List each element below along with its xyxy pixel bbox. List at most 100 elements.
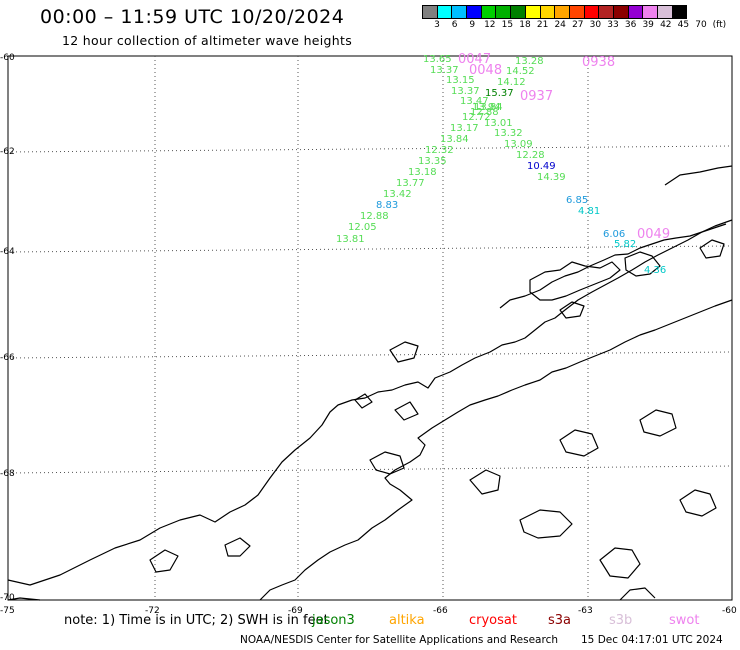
colorbar-label: 3: [434, 20, 440, 30]
measurement: 14.39: [537, 172, 566, 183]
lon-label: -63: [578, 606, 593, 616]
measurement: 12.28: [516, 150, 545, 161]
measurement: 13.81: [336, 234, 365, 245]
lat-label: -62: [0, 147, 15, 157]
island: [559, 301, 585, 319]
map-frame: [7, 55, 733, 601]
lat-label: -66: [0, 353, 15, 363]
lat-label: -70: [0, 593, 15, 603]
measurement: 13.37: [451, 86, 480, 97]
island: [529, 261, 621, 301]
coastline: [7, 165, 733, 601]
legend-satellite-cryosat: cryosat: [469, 613, 517, 628]
lon-label: -66: [433, 606, 448, 616]
measurement: 13.37: [430, 65, 459, 76]
coast-fragment: [7, 597, 41, 601]
footer-credit: NOAA/NESDIS Center for Satellite Applica…: [240, 634, 558, 646]
measurement: 10.49: [527, 161, 556, 172]
measurement: 13.32: [494, 128, 523, 139]
measurement: 13.84: [440, 134, 469, 145]
colorbar-label: 39: [642, 20, 654, 30]
time-tag: 0937: [520, 89, 553, 104]
measurement: 12.88: [360, 211, 389, 222]
colorbar-label: 27: [572, 20, 584, 30]
lon-label: -60: [722, 606, 737, 616]
island: [469, 469, 501, 495]
legend-satellite-s3a: s3a: [548, 613, 572, 628]
legend-satellite-jason3: jason3: [312, 613, 355, 628]
parallel-68: [7, 465, 733, 474]
measurement: 12.32: [425, 145, 454, 156]
measurement: 5.82: [614, 239, 636, 250]
page-subtitle: 12 hour collection of altimeter wave hei…: [62, 33, 353, 48]
colorbar-label: 70: [695, 20, 707, 30]
parallel-66: [7, 351, 733, 359]
legend-satellite-altika: altika: [389, 613, 425, 628]
island: [149, 549, 179, 573]
inner-coast: [259, 299, 733, 601]
colorbar-label: 12: [484, 20, 496, 30]
island: [559, 429, 599, 457]
lon-label: -72: [145, 606, 160, 616]
island: [699, 239, 725, 259]
measurement: 13.15: [446, 75, 475, 86]
time-tag: 0938: [582, 55, 615, 70]
island-northeast: [664, 165, 733, 186]
island: [624, 251, 661, 277]
time-tag: 0047: [458, 52, 491, 67]
island: [599, 547, 641, 579]
lat-label: -64: [0, 247, 15, 257]
colorbar-label: 33: [607, 20, 619, 30]
parallel-62: [7, 145, 733, 153]
graticule: [7, 56, 733, 600]
colorbar-label: 18: [519, 20, 531, 30]
measurement: 8.83: [376, 200, 398, 211]
measurement-layer: 13.65 13.37 13.15 13.37 13.47 13.84 12.8…: [336, 54, 666, 276]
measurement: 4.36: [644, 265, 666, 276]
page-title: 00:00 – 11:59 UTC 10/20/2024: [40, 6, 345, 28]
measurement: 13.42: [383, 189, 412, 200]
measurement: 6.85: [566, 195, 588, 206]
parallel-64: [7, 245, 733, 253]
measurement: 13.47: [460, 96, 489, 107]
island: [519, 509, 573, 539]
peninsula-coast: [7, 219, 733, 586]
measurement: 6.06: [603, 229, 625, 240]
colorbar-label: 36: [624, 20, 637, 30]
lat-label: -60: [0, 53, 15, 63]
lat-label: -68: [0, 469, 15, 479]
colorbar-labels: 3 6 9 12 15 18 21 24 27 30 33 36 39 42 45 70 (ft): [422, 20, 740, 34]
measurement: 13.28: [515, 56, 544, 67]
legend-note: note: 1) Time is in UTC; 2) SWH is in fe…: [64, 613, 329, 628]
colorbar-unit: (ft): [712, 20, 727, 30]
wave-height-colorbar: [422, 5, 688, 19]
island-chain: [499, 223, 727, 309]
measurement: 4.81: [578, 206, 600, 217]
colorbar-swatch: [671, 5, 688, 19]
colorbar-label: 6: [451, 20, 458, 30]
colorbar-label: 30: [589, 20, 602, 30]
time-tag: 0048: [469, 63, 502, 78]
measurement: 13.84: [474, 102, 503, 113]
measurement: 14.52: [506, 66, 535, 77]
measurement: 12.05: [348, 222, 377, 233]
measurement: 15.37: [485, 88, 514, 99]
island: [679, 489, 717, 517]
legend-satellite-swot: swot: [669, 613, 700, 628]
footer-timestamp: 15 Dec 04:17:01 UTC 2024: [581, 634, 723, 646]
island: [224, 537, 251, 557]
measurement: 13.18: [408, 167, 437, 178]
colorbar-label: 21: [536, 20, 549, 30]
colorbar-label: 15: [501, 20, 514, 30]
island: [354, 393, 373, 409]
measurement: 13.65: [423, 54, 452, 65]
colorbar-label: 45: [677, 20, 690, 30]
island: [369, 451, 405, 475]
island: [394, 401, 419, 421]
legend-satellite-s3b: s3b: [609, 613, 633, 628]
colorbar-label: 42: [660, 20, 672, 30]
measurement: 13.09: [504, 139, 533, 150]
island: [639, 409, 677, 437]
colorbar-label: 24: [554, 20, 566, 30]
